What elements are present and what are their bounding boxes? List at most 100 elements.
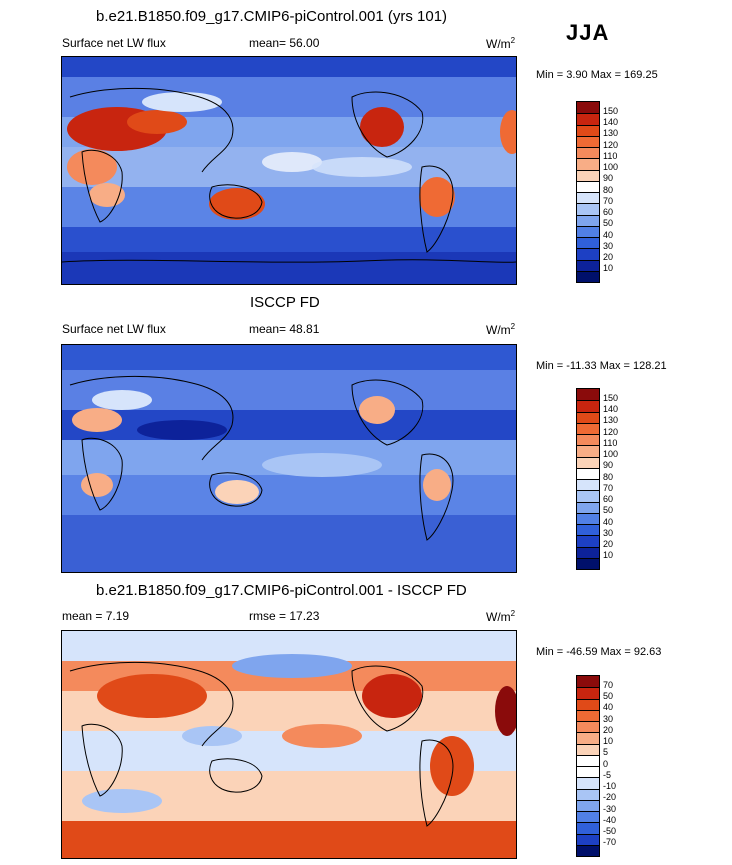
panel-1-colorbar-swatch <box>577 102 599 114</box>
panel-1-colorbar-tick: 50 <box>603 218 614 228</box>
panel-2-colorbar-tick: 30 <box>603 528 614 538</box>
panel-2-minmax: Min = -11.33 Max = 128.21 <box>536 360 667 372</box>
panel-1-colorbar-tick: 80 <box>603 185 614 195</box>
panel-1-colorbar-swatch <box>577 192 599 204</box>
panel-3-colorbar-tick: -50 <box>603 826 617 836</box>
panel-2-colorbar-tick: 70 <box>603 483 614 493</box>
panel-3-colorbar-swatch <box>577 743 599 755</box>
panel-1-colorbar-tick: 130 <box>603 128 619 138</box>
panel-3-colorbar-swatch <box>577 676 599 688</box>
panel-1-minmax: Min = 3.90 Max = 169.25 <box>536 69 658 81</box>
panel-2-colorbar-swatch <box>577 546 599 558</box>
panel-2-colorbar-tick: 130 <box>603 415 619 425</box>
panel-1-variable-label: Surface net LW flux <box>62 36 166 50</box>
panel-2-colorbar-swatch <box>577 501 599 513</box>
panel-1-colorbar-tick: 140 <box>603 117 619 127</box>
panel-1-colorbar-swatch <box>577 158 599 170</box>
panel-3-colorbar-swatch <box>577 788 599 800</box>
panel-1-colorbar-swatch <box>577 135 599 147</box>
panel-3-colorbar-tick: 20 <box>603 725 614 735</box>
panel-1-colorbar-swatch <box>577 180 599 192</box>
panel-2-colorbar-swatch <box>577 490 599 502</box>
panel-2-colorbar-tick: 10 <box>603 550 614 560</box>
panel-3-map <box>61 630 517 859</box>
panel-1-colorbar-swatch <box>577 169 599 181</box>
panel-2-colorbar-swatch <box>577 479 599 491</box>
panel-3-mean-label: mean = 7.19 <box>62 609 130 623</box>
panel-1-colorbar-tick: 150 <box>603 106 619 116</box>
panel-3-colorbar-tick: -10 <box>603 781 617 791</box>
panel-1-title: b.e21.B1850.f09_g17.CMIP6-piControl.001 … <box>96 8 448 25</box>
panel-3-colorbar-swatch <box>577 777 599 789</box>
panel-3-units: W/m2 <box>486 609 516 624</box>
panel-2-colorbar-swatch <box>577 456 599 468</box>
panel-2-colorbar-swatch <box>577 535 599 547</box>
panel-1-colorbar-tick: 110 <box>603 151 618 161</box>
panel-3-colorbar-swatch <box>577 709 599 721</box>
season-label: JJA <box>566 20 610 45</box>
panel-3-colorbar-swatch <box>577 766 599 778</box>
panel-2-map <box>61 344 517 573</box>
panel-1-colorbar-swatch <box>577 214 599 226</box>
panel-2-units: W/m2 <box>486 322 516 337</box>
panel-1-colorbar-tick: 40 <box>603 230 614 240</box>
panel-2-colorbar-swatch <box>577 411 599 423</box>
panel-2-colorbar-tick: 100 <box>603 449 619 459</box>
panel-1-colorbar-swatch <box>577 259 599 271</box>
panel-3-colorbar-swatch <box>577 721 599 733</box>
panel-1-units: W/m2 <box>486 36 516 51</box>
panel-2-colorbar-tick: 150 <box>603 393 619 403</box>
panel-2-colorbar-tick: 110 <box>603 438 618 448</box>
panel-3-colorbar-swatch <box>577 811 599 823</box>
panel-2-colorbar-tick: 80 <box>603 472 614 482</box>
panel-2-variable-label: Surface net LW flux <box>62 322 166 336</box>
panel-1-colorbar-tick: 10 <box>603 263 614 273</box>
panel-1-colorbar-swatch <box>577 248 599 260</box>
panel-1-colorbar <box>576 101 600 283</box>
panel-3-colorbar-tick: 30 <box>603 714 614 724</box>
panel-3-colorbar-swatch <box>577 799 599 811</box>
panel-2-map-svg <box>62 345 516 572</box>
panel-2-colorbar-swatch <box>577 389 599 401</box>
panel-1-colorbar-tick: 120 <box>603 140 619 150</box>
panel-2-colorbar-swatch <box>577 467 599 479</box>
panel-1-colorbar-tick: 30 <box>603 241 614 251</box>
panel-3-colorbar-tick: 0 <box>603 759 609 769</box>
panel-3-colorbar <box>576 675 600 857</box>
panel-1-mean-label: mean= 56.00 <box>249 36 320 50</box>
panel-1-colorbar-tick: 90 <box>603 173 614 183</box>
panel-1-colorbar-swatch <box>577 237 599 249</box>
panel-3-colorbar-swatch <box>577 833 599 845</box>
panel-3-colorbar-swatch <box>577 754 599 766</box>
panel-1-colorbar-tick: 70 <box>603 196 614 206</box>
panel-1-colorbar-tick: 60 <box>603 207 614 217</box>
panel-2-colorbar-tick: 90 <box>603 460 614 470</box>
panel-3-colorbar-swatch <box>577 698 599 710</box>
panel-2-colorbar-swatch <box>577 445 599 457</box>
panel-1-colorbar-swatch <box>577 113 599 125</box>
panel-3-colorbar-tick: 50 <box>603 691 614 701</box>
panel-1-map-svg <box>62 57 516 284</box>
panel-2-colorbar-tick: 40 <box>603 517 614 527</box>
panel-2-colorbar-tick: 140 <box>603 404 619 414</box>
panel-3-colorbar-swatch <box>577 687 599 699</box>
panel-3-minmax: Min = -46.59 Max = 92.63 <box>536 646 662 658</box>
panel-3-rmse-label: rmse = 17.23 <box>249 609 320 623</box>
panel-2-colorbar-swatch <box>577 400 599 412</box>
panel-3-colorbar-tick: -30 <box>603 804 617 814</box>
panel-2-title: ISCCP FD <box>250 294 320 311</box>
panel-3-colorbar-tick: -5 <box>603 770 612 780</box>
panel-1-colorbar-swatch <box>577 203 599 215</box>
panel-3-title: b.e21.B1850.f09_g17.CMIP6-piControl.001 … <box>96 582 467 599</box>
panel-1-colorbar-tick: 20 <box>603 252 614 262</box>
panel-1-colorbar-swatch <box>577 270 599 282</box>
panel-3-map-svg <box>62 631 516 858</box>
panel-2-colorbar-swatch <box>577 524 599 536</box>
panel-2-mean-label: mean= 48.81 <box>249 322 320 336</box>
panel-1-map <box>61 56 517 285</box>
panel-3-colorbar-tick: -20 <box>603 792 617 802</box>
panel-2-colorbar-swatch <box>577 422 599 434</box>
panel-2-colorbar-swatch <box>577 434 599 446</box>
panel-1-colorbar-swatch <box>577 124 599 136</box>
panel-3-colorbar-tick: 70 <box>603 680 614 690</box>
